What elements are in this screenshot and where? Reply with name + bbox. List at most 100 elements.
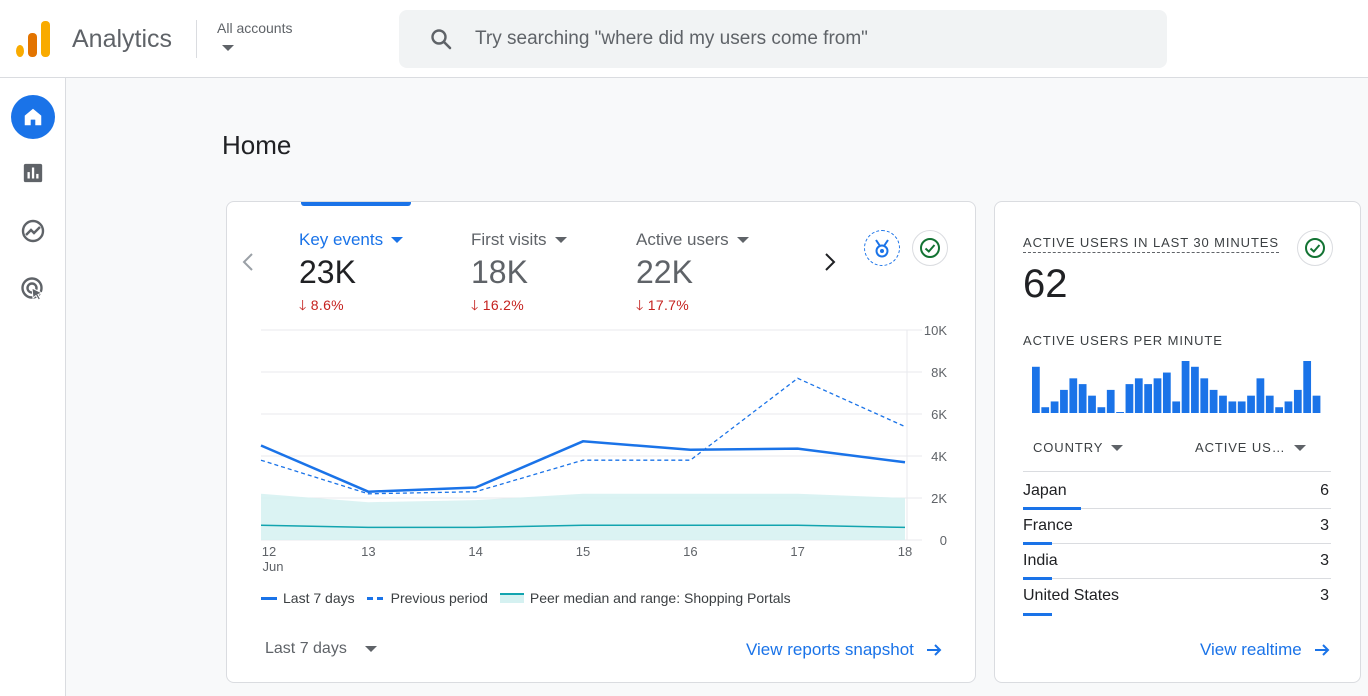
per-minute-bar	[1191, 366, 1199, 413]
per-minute-bar	[1247, 395, 1255, 413]
caret-down-icon	[364, 646, 377, 652]
realtime-value: 62	[1023, 262, 1068, 306]
series-previous-period-line	[260, 377, 906, 495]
y-tick-label: 8K	[931, 365, 947, 380]
y-tick-label: 6K	[931, 407, 947, 422]
country-name: United States	[1023, 587, 1120, 604]
nav-home-button[interactable]	[11, 95, 55, 139]
search-bar[interactable]	[399, 10, 1167, 68]
nav-advertising-button[interactable]	[11, 267, 55, 311]
table-row[interactable]: France 3	[1023, 509, 1331, 545]
per-minute-bar	[1181, 361, 1190, 413]
per-minute-bar	[1144, 384, 1153, 413]
x-tick-label: 13	[361, 544, 375, 559]
per-minute-bar	[1060, 389, 1068, 413]
analytics-logo-icon[interactable]	[16, 21, 50, 57]
nav-explore-button[interactable]	[11, 209, 55, 253]
legend-previous-period: Previous period	[366, 590, 488, 606]
overview-card: Key events 23K 🡓 8.6% First visits 18K 🡓…	[226, 201, 976, 683]
realtime-card: ACTIVE USERS IN LAST 30 MINUTES 62 ACTIV…	[994, 201, 1361, 683]
arrow-right-icon	[926, 644, 942, 656]
reports-icon	[23, 163, 43, 183]
x-tick-label: 17	[790, 544, 804, 559]
peer-median-line	[260, 524, 906, 529]
y-tick-label: 4K	[931, 449, 947, 464]
metric-tab-first-visits[interactable]: First visits 18K 🡓 16.2%	[471, 230, 631, 319]
per-minute-bar	[1106, 389, 1115, 413]
x-tick-label: 14	[468, 544, 482, 559]
per-minute-bar	[1032, 366, 1040, 413]
y-tick-label: 10K	[924, 323, 947, 338]
per-minute-bar	[1312, 395, 1321, 413]
column-country-header[interactable]: COUNTRY	[1033, 440, 1124, 455]
country-users: 3	[1320, 587, 1329, 604]
per-minute-bar	[1116, 412, 1124, 413]
date-range-selector[interactable]: Last 7 days	[265, 640, 377, 658]
view-realtime-link[interactable]: View realtime	[1200, 640, 1330, 660]
caret-down-icon	[736, 237, 749, 243]
search-input[interactable]	[475, 10, 1135, 68]
per-minute-bar	[1134, 378, 1143, 413]
divider	[196, 20, 197, 58]
realtime-table-header: COUNTRY ACTIVE US…	[1023, 440, 1331, 472]
x-tick-label: 16	[683, 544, 697, 559]
table-row[interactable]: United States 3	[1023, 579, 1331, 616]
per-minute-bar	[1078, 384, 1087, 413]
per-minute-bar	[1200, 378, 1209, 413]
chevron-right-icon[interactable]	[823, 252, 837, 272]
share-bar	[1023, 577, 1052, 580]
table-row[interactable]: India 3	[1023, 544, 1331, 580]
x-tick-label: 18	[898, 544, 912, 559]
per-minute-bar	[1097, 407, 1106, 413]
share-bar	[1023, 613, 1052, 616]
per-minute-bar	[1265, 395, 1274, 413]
per-minute-bar	[1256, 378, 1265, 413]
per-minute-bar	[1293, 389, 1302, 413]
metric-label[interactable]: Key events	[299, 230, 459, 250]
chevron-down-icon[interactable]	[222, 45, 234, 51]
table-row[interactable]: Japan 6	[1023, 474, 1331, 510]
metric-value: 18K	[471, 254, 528, 290]
metric-delta: 🡓 8.6%	[299, 297, 344, 313]
x-tick-label: 15	[576, 544, 590, 559]
page-title: Home	[222, 130, 292, 160]
check-circle-icon[interactable]	[912, 230, 948, 266]
country-users: 3	[1320, 552, 1329, 569]
caret-down-icon	[1111, 444, 1124, 451]
link-label[interactable]: View reports snapshot	[746, 640, 914, 659]
legend-peer-band: Peer median and range: Shopping Portals	[499, 590, 791, 606]
date-range-label[interactable]: Last 7 days	[265, 640, 347, 657]
active-tab-indicator	[301, 202, 411, 206]
realtime-title[interactable]: ACTIVE USERS IN LAST 30 MINUTES	[1023, 235, 1279, 253]
metric-tab-active-users[interactable]: Active users 22K 🡓 17.7%	[636, 230, 796, 319]
search-icon	[431, 29, 452, 50]
check-circle-icon[interactable]	[1297, 230, 1333, 266]
per-minute-bar	[1228, 401, 1237, 413]
metric-delta: 🡓 17.7%	[636, 297, 689, 313]
per-minute-bar	[1069, 378, 1078, 413]
advertising-icon	[21, 277, 44, 301]
share-bar	[1023, 542, 1052, 545]
per-minute-bar	[1219, 395, 1227, 413]
account-label[interactable]: All accounts	[217, 20, 293, 36]
per-minute-label: ACTIVE USERS PER MINUTE	[1023, 333, 1223, 348]
y-tick-label: 2K	[931, 491, 947, 506]
arrow-right-icon	[1314, 644, 1330, 656]
per-minute-bar	[1162, 372, 1171, 413]
link-label[interactable]: View realtime	[1200, 640, 1302, 659]
metric-tab-key-events[interactable]: Key events 23K 🡓 8.6%	[299, 230, 459, 319]
nav-reports-button[interactable]	[11, 151, 55, 195]
insights-badge-icon[interactable]	[864, 230, 900, 266]
app-name: Analytics	[72, 25, 173, 53]
column-active-users-header[interactable]: ACTIVE US…	[1195, 440, 1306, 455]
caret-down-icon	[554, 237, 567, 243]
view-reports-snapshot-link[interactable]: View reports snapshot	[746, 640, 942, 660]
metric-label[interactable]: Active users	[636, 230, 796, 250]
left-nav	[0, 78, 66, 696]
metric-label[interactable]: First visits	[471, 230, 631, 250]
per-minute-bar-chart	[1032, 361, 1321, 413]
per-minute-bar	[1209, 389, 1218, 413]
country-users: 6	[1320, 482, 1329, 499]
chevron-left-icon[interactable]	[241, 252, 255, 272]
metric-value: 22K	[636, 254, 693, 290]
